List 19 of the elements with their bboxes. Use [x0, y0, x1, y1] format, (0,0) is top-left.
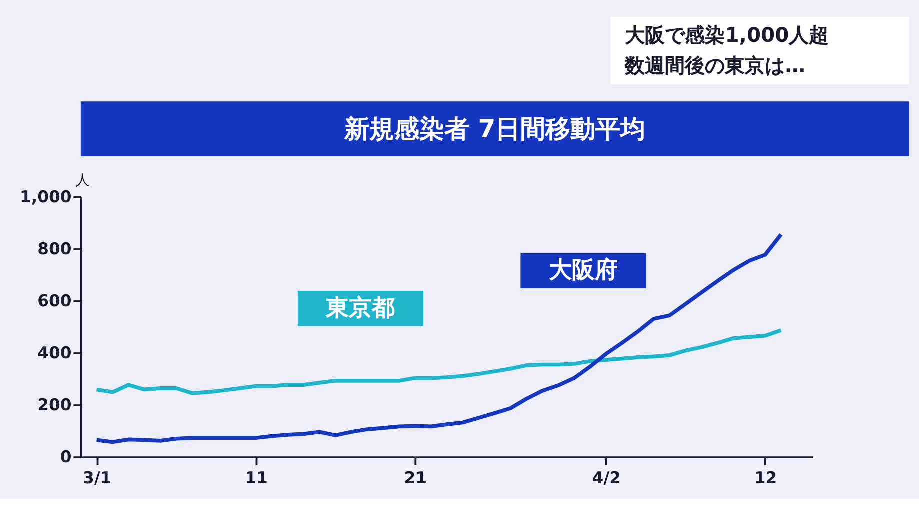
- y-tick-label: 600: [38, 291, 72, 310]
- text: 数週間後の東京は…: [624, 54, 806, 78]
- text: 東京都: [325, 295, 396, 322]
- y-tick-label: 0: [60, 447, 72, 466]
- y-tick-label: 1,000: [20, 187, 72, 206]
- text: 大阪府: [549, 256, 618, 284]
- y-axis-title: 人: [76, 172, 90, 189]
- x-tick-label: 12: [754, 468, 778, 488]
- x-tick-label: 4/2: [592, 468, 621, 488]
- y-tick-label: 400: [38, 343, 72, 362]
- line-series: [94, 232, 784, 444]
- x-tick-label: 3/1: [82, 468, 112, 488]
- x-tick-label: 21: [404, 468, 428, 488]
- chart-title: 新規感染者 7日間移動平均: [344, 114, 646, 144]
- y-tick-label: 800: [38, 239, 72, 258]
- x-tick-label: 11: [245, 468, 268, 488]
- y-tick-label: 200: [38, 395, 72, 414]
- text: 大阪で感染1,000人超: [625, 22, 830, 47]
- line-series: [94, 328, 784, 396]
